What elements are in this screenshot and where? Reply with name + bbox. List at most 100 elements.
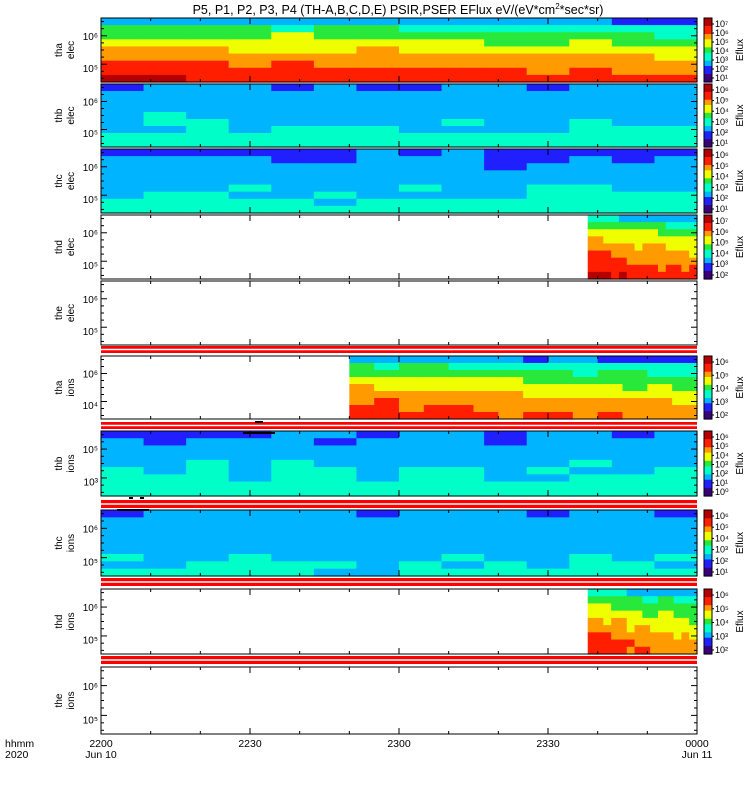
heatmap-cell [673, 646, 682, 655]
colorbar-swatch [704, 413, 712, 417]
colorbar-swatch [704, 556, 712, 561]
colorbar-swatch [704, 42, 712, 46]
colorbar-swatch [704, 398, 712, 402]
colorbar-swatch [704, 165, 712, 169]
heatmap-cell [399, 119, 443, 127]
heatmap-cell [228, 467, 272, 475]
heatmap-cell [228, 53, 272, 62]
heatmap-cell [441, 25, 485, 33]
heatmap-cell [441, 60, 485, 69]
colorbar-swatch [704, 493, 712, 497]
heatmap-cell [228, 554, 272, 562]
heatmap-cell [101, 561, 145, 570]
heatmap-cell [647, 405, 673, 413]
heatmap-cell [611, 524, 656, 533]
colorbar-swatch [704, 589, 712, 593]
heatmap-cell [611, 488, 656, 497]
heatmap-cell [374, 405, 400, 413]
heatmap-cell [526, 438, 570, 447]
heatmap-cell [673, 243, 682, 252]
heatmap-cell [143, 445, 187, 454]
heatmap-cell [186, 198, 230, 207]
heatmap-cell [654, 546, 698, 555]
colorbar-swatch [704, 79, 712, 83]
heatmap-cell [143, 112, 187, 120]
heatmap-cell [186, 431, 230, 439]
heatmap-cell [587, 625, 597, 633]
colorbar-swatch [704, 532, 712, 536]
heatmap-cell [356, 67, 400, 76]
heatmap-cell [313, 445, 358, 454]
heatmap-cell [647, 384, 673, 392]
heatmap-cell [587, 639, 597, 648]
heatmap-cell [356, 546, 400, 555]
heatmap-cell [665, 610, 675, 619]
heatmap-cell [587, 646, 597, 655]
heatmap-cell [569, 488, 613, 497]
heatmap-cell [356, 98, 400, 106]
heatmap-cell [673, 229, 682, 237]
heatmap-cell [143, 74, 187, 83]
colorbar-swatch [704, 529, 712, 533]
heatmap-cell [681, 243, 690, 252]
colorbar-swatch [704, 36, 712, 40]
heatmap-cell [642, 617, 651, 626]
heatmap-cell [665, 639, 675, 648]
heatmap-cell [271, 177, 315, 186]
heatmap-cell [597, 405, 624, 413]
colorbar-frame [703, 588, 713, 655]
heatmap-cell [650, 589, 659, 597]
colorbar-tick-label: 10² [715, 469, 728, 479]
heatmap-cell [228, 126, 272, 134]
colorbar-swatch [704, 257, 712, 261]
heatmap-cell [634, 632, 643, 641]
heatmap-cell [654, 156, 698, 164]
heatmap-cell [313, 539, 358, 548]
heatmap-cell [665, 222, 675, 230]
colorbar-swatch [704, 482, 712, 486]
panel-label-species: elec [66, 238, 77, 256]
heatmap-cell [569, 510, 613, 518]
heatmap-cell [665, 271, 675, 280]
colorbar-swatch [704, 411, 712, 415]
heatmap-cell [101, 18, 145, 26]
heatmap-cell [498, 356, 524, 364]
colorbar-swatch [704, 626, 712, 631]
heatmap-cell [654, 510, 698, 518]
colorbar-swatch [704, 76, 712, 80]
heatmap-cell [271, 524, 315, 533]
colorbar-frame [703, 355, 713, 420]
heatmap-cell [665, 215, 675, 223]
heatmap-cell [672, 391, 698, 399]
y-tick-label: 10⁵ [83, 195, 98, 206]
heatmap-cell [672, 412, 698, 420]
colorbar-title: Eflux [735, 532, 746, 554]
heatmap-cell [356, 170, 400, 179]
heatmap-cell [523, 370, 549, 378]
heatmap-cell [448, 391, 475, 399]
colorbar-swatch [704, 356, 712, 360]
heatmap-cell [526, 177, 570, 186]
heatmap-cell [673, 250, 682, 259]
heatmap-cell [498, 384, 524, 392]
colorbar-swatch [704, 194, 712, 198]
heatmap-cell [681, 250, 690, 259]
heatmap-cell [313, 532, 358, 540]
heatmap-cell [271, 546, 315, 555]
colorbar-swatch [704, 613, 712, 617]
colorbar-swatch [704, 28, 712, 32]
heatmap-cell [548, 405, 574, 413]
colorbar: 10⁶ 10⁵ 10⁴ 10³ 10² Eflux [703, 588, 746, 655]
heatmap-cell [569, 39, 613, 48]
heatmap-cell [484, 46, 528, 55]
colorbar-swatch [704, 405, 712, 410]
heatmap-cell [484, 140, 528, 148]
heatmap-cell [441, 488, 485, 497]
colorbar-swatch [704, 97, 712, 101]
colorbar-swatch [704, 47, 712, 51]
heatmap-cell [101, 84, 145, 92]
colorbar-swatch [704, 591, 712, 596]
heatmap-cell [101, 568, 145, 577]
colorbar-tick-label: 10⁵ [715, 96, 729, 106]
heatmap-cell [143, 60, 187, 69]
